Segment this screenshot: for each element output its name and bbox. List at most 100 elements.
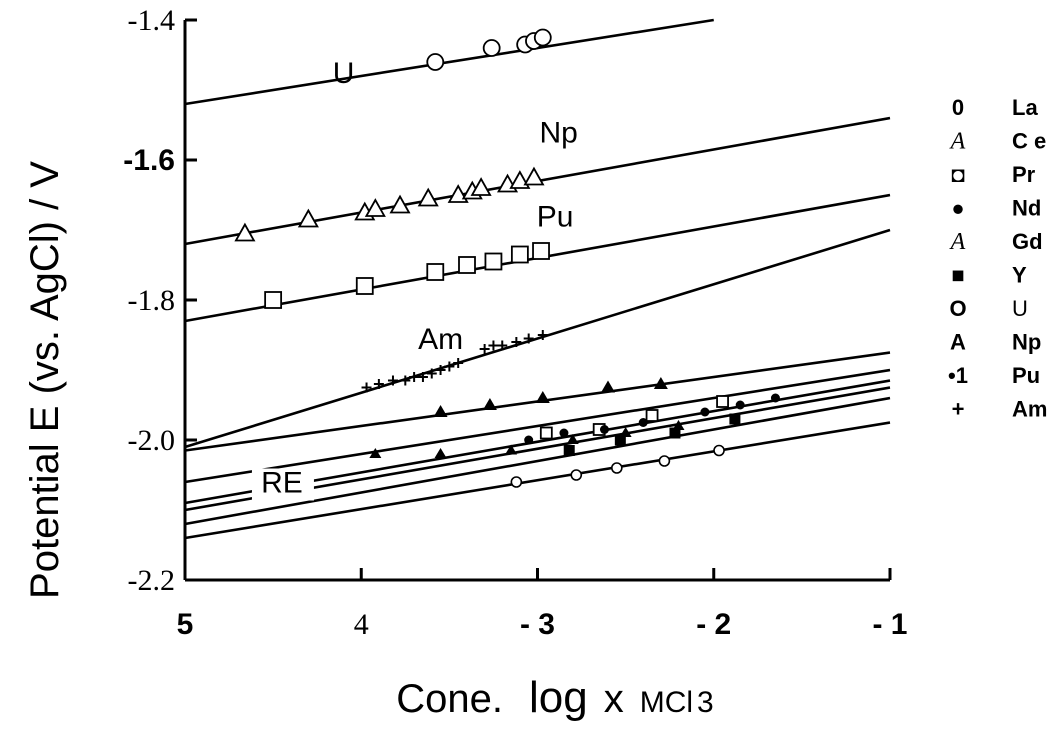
data-point [563,445,575,456]
data-markers [234,28,780,488]
data-point [417,372,428,382]
data-point [434,448,447,458]
data-point [361,382,372,393]
series-label: Pu [537,201,574,234]
data-point [669,427,681,439]
data-point [729,413,741,425]
y-tick-label: -1.4 [128,4,176,37]
x-axis-title-log: log [529,673,588,722]
legend-label: Pr [1012,162,1036,187]
data-point [470,177,492,196]
series-labels: U Np Pu Am RE [251,57,578,501]
data-point [426,368,437,379]
x-tick-label: - 1 [872,608,907,641]
data-point [658,455,671,467]
legend-symbol: ◘ [951,162,964,187]
data-point [614,434,626,446]
data-point [599,425,609,434]
data-point [409,372,420,382]
data-point [735,400,745,410]
data-point [479,344,490,354]
data-point [716,395,729,408]
fit-lines [184,18,891,540]
data-point [559,428,569,438]
legend-label: Y [1012,263,1027,288]
data-point [264,291,283,309]
legend-symbol: 0 [952,95,964,120]
data-point [400,375,411,386]
data-point [510,476,523,488]
data-point [482,398,497,410]
y-ticks: -1.4 -1.6 -1.8 -2.0 -2.2 [123,4,197,597]
data-point [417,187,439,207]
y-tick-label: -1.6 [123,144,175,177]
axes: -1.4 -1.6 -1.8 -2.0 -2.2 5 4 - 3 - 2 - 1 [123,4,907,641]
data-point [611,462,623,474]
series-label: Am [418,323,463,356]
series-label: Np [539,117,577,150]
data-point [497,340,508,351]
series-label: RE [261,467,303,500]
data-point [566,434,579,444]
fit-line [184,421,891,540]
data-point [435,365,446,375]
data-point [484,252,503,271]
data-point [533,28,552,47]
legend-symbol: ● [951,196,964,221]
y-tick-label: -2.2 [128,564,176,597]
legend-symbol: A [949,229,966,255]
legend-symbol: •1 [948,363,968,388]
data-point [488,340,499,351]
x-axis-title-var: MCl [640,686,693,719]
y-tick-label: -2.0 [128,424,176,457]
data-point [426,53,445,71]
data-point [444,361,455,372]
data-point [700,407,710,417]
legend-label: Np [1012,330,1041,355]
x-tick-label: 4 [354,608,369,641]
data-point [426,263,445,281]
data-point [535,391,550,403]
x-axis-title: Cone. log x MCl 3 [396,673,713,722]
x-tick-label: 5 [177,608,194,641]
legend: 0 La A C e ◘ Pr ● Nd A Gd ■ Y O U A Np •1 Pu + Am [948,95,1047,422]
data-point [537,330,548,340]
legend-symbol: A [950,330,966,355]
data-point [364,198,386,217]
data-point [523,166,545,186]
x-tick-label: - 2 [696,608,731,641]
data-point [770,393,780,403]
data-point [234,222,256,242]
data-point [713,444,725,457]
data-point [297,208,319,228]
legend-symbol: A [949,129,966,155]
fit-line [184,18,714,106]
data-point [369,448,382,458]
legend-label: C e [1012,129,1046,154]
data-point [601,380,615,393]
legend-label: Gd [1012,229,1043,254]
data-point [570,469,583,481]
x-ticks: 5 4 - 3 - 2 - 1 [177,568,908,641]
data-point [539,426,553,440]
data-point [505,444,518,455]
fit-line [184,228,891,449]
data-point [433,405,448,417]
data-point [532,242,550,260]
data-point [645,409,659,422]
data-point [511,337,522,347]
data-point [638,418,648,427]
data-point [524,435,534,445]
data-point [373,379,384,389]
data-point [523,333,534,344]
legend-label: U [1012,296,1028,321]
data-point [509,170,531,189]
data-point [653,377,668,389]
data-point [355,277,374,295]
x-axis-title-sub: 3 [697,686,714,719]
data-point [387,375,398,386]
legend-symbol: ■ [951,263,964,288]
data-point [458,256,476,274]
data-point [453,358,464,368]
